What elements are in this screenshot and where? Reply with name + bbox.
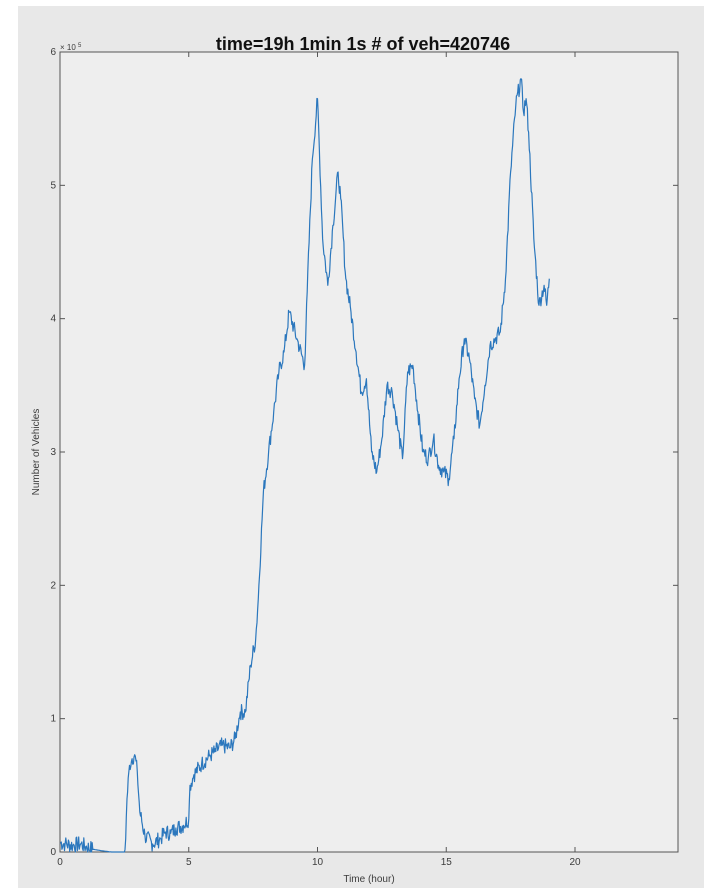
y-tick-label: 1 bbox=[50, 714, 56, 725]
y-tick-label: 3 bbox=[50, 447, 56, 458]
y-axis-label: Number of Vehicles bbox=[31, 409, 42, 496]
x-tick-label: 5 bbox=[186, 857, 192, 868]
y-tick-label: 0 bbox=[50, 847, 56, 858]
x-tick-label: 20 bbox=[569, 857, 581, 868]
y-tick-label: 2 bbox=[50, 580, 56, 591]
x-tick-label: 0 bbox=[57, 857, 63, 868]
chart-title: time=19h 1min 1s # of veh=420746 bbox=[216, 34, 510, 54]
y-axis-ticks: 0 1 2 3 4 5 6 bbox=[50, 47, 678, 858]
y-tick-label: 6 bbox=[50, 47, 56, 58]
x-tick-label: 10 bbox=[312, 857, 324, 868]
y-axis-multiplier: × 10 5 bbox=[60, 43, 82, 52]
y-multiplier-exponent: 5 bbox=[78, 43, 82, 49]
y-multiplier-base: × 10 bbox=[60, 43, 76, 52]
x-axis-label: Time (hour) bbox=[343, 874, 394, 885]
axes-area bbox=[59, 51, 679, 853]
x-tick-label: 15 bbox=[441, 857, 453, 868]
series-line-vehicles bbox=[59, 78, 550, 853]
x-axis-ticks: 0 5 10 15 20 bbox=[57, 52, 581, 868]
line-chart: time=19h 1min 1s # of veh=420746 0 5 10 15 2… bbox=[31, 34, 679, 885]
figure: time=19h 1min 1s # of veh=420746 0 5 10 15 2… bbox=[18, 6, 704, 888]
y-tick-label: 5 bbox=[50, 180, 56, 191]
y-tick-label: 4 bbox=[50, 314, 56, 325]
